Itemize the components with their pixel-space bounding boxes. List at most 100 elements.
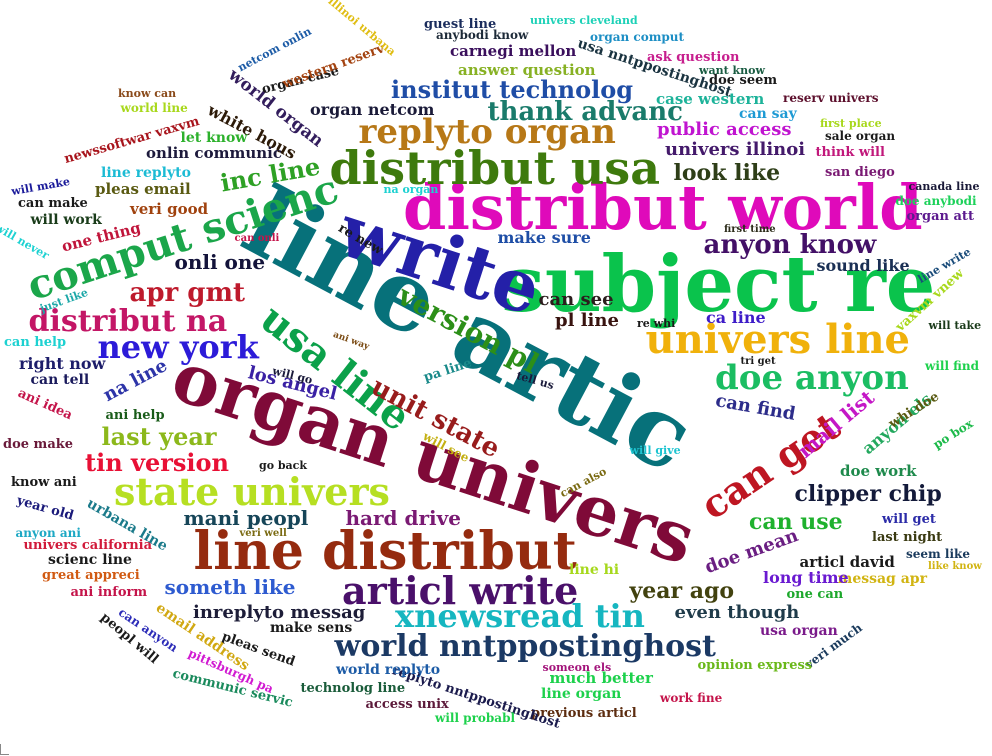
cloud-word: onli one xyxy=(174,250,266,274)
cloud-word: long time xyxy=(763,568,849,587)
cloud-word: ani idea xyxy=(15,385,75,423)
cloud-word: onlin communic xyxy=(146,143,282,162)
cloud-word: line replyto xyxy=(101,165,191,181)
cloud-word: last night xyxy=(872,529,943,545)
cloud-word: will get xyxy=(882,511,936,527)
cloud-word: clipper chip xyxy=(794,481,942,507)
cloud-word: someon els xyxy=(542,660,612,674)
cloud-word: first time xyxy=(724,224,776,235)
cloud-word: line hi xyxy=(569,562,620,578)
cloud-word: will take xyxy=(928,318,982,332)
cloud-word: year ago xyxy=(629,578,735,604)
cloud-word: univers cleveland xyxy=(530,13,638,27)
cloud-word: great appreci xyxy=(42,567,140,583)
cloud-word: netcom onlin xyxy=(235,24,314,74)
cloud-word: someth like xyxy=(164,575,296,599)
cloud-word: scienc line xyxy=(48,552,132,568)
cloud-word: can onli xyxy=(234,233,280,244)
cloud-word: univers line xyxy=(645,316,911,363)
cloud-word: distribut world xyxy=(403,171,923,244)
cloud-word: organ att xyxy=(906,208,974,224)
cloud-word: doe anybodi xyxy=(895,194,977,208)
cloud-word: anyon know xyxy=(703,230,877,260)
cloud-word: can tell xyxy=(30,372,90,388)
cloud-word: technolog line xyxy=(300,680,406,696)
cloud-word: thank advanc xyxy=(487,97,683,127)
cloud-word: even though xyxy=(674,602,800,623)
cloud-word: will probabl xyxy=(435,711,516,725)
cloud-word: sale organ xyxy=(825,129,896,143)
cloud-word: mani peopl xyxy=(183,506,309,530)
cloud-word: re whi xyxy=(637,316,676,330)
cloud-word: po box xyxy=(930,416,976,452)
cloud-word: answer question xyxy=(458,60,596,79)
cloud-word: ani help xyxy=(105,407,165,423)
cloud-word: ask question xyxy=(647,49,740,65)
cloud-word: case western xyxy=(656,89,765,108)
cloud-word: usa organ xyxy=(760,623,838,639)
cloud-word: doe anyon xyxy=(715,358,909,398)
cloud-word: much better xyxy=(549,668,653,687)
cloud-word: go back xyxy=(259,458,307,472)
cloud-word: carnegi mellon xyxy=(450,41,577,60)
cloud-word: ca line xyxy=(706,308,766,327)
cloud-word: subject re xyxy=(501,239,936,330)
cloud-word: right now xyxy=(19,354,106,373)
cloud-word: work fine xyxy=(660,691,723,705)
cloud-word: will find xyxy=(925,359,980,373)
cloud-word: ani inform xyxy=(70,584,148,600)
cloud-word: anybodi know xyxy=(436,28,529,42)
cloud-word: can make xyxy=(18,195,88,211)
cloud-word: canada line xyxy=(908,179,980,193)
cloud-word: will give xyxy=(629,443,681,457)
cloud-word: tin version xyxy=(85,448,229,477)
cloud-word: distribut usa xyxy=(329,141,661,195)
cloud-word: san diego xyxy=(825,164,895,180)
cloud-word: opinion express xyxy=(697,657,813,673)
corner-mark xyxy=(0,744,9,755)
cloud-word: veri good xyxy=(130,199,209,218)
cloud-word: make sure xyxy=(497,228,591,247)
cloud-word: pl line xyxy=(555,310,619,331)
cloud-word: know ani xyxy=(11,474,77,490)
cloud-word: veri well xyxy=(239,528,287,539)
cloud-word: na organ xyxy=(383,182,439,196)
cloud-word: messag apr xyxy=(837,571,927,587)
cloud-word: state univers xyxy=(114,469,390,514)
cloud-word: will work xyxy=(30,212,102,228)
cloud-word: seem like xyxy=(906,547,970,561)
cloud-word: new york xyxy=(97,328,259,366)
cloud-word: last year xyxy=(101,422,217,451)
cloud-word: will make xyxy=(9,174,71,198)
cloud-word: replyto organ xyxy=(358,112,616,152)
cloud-word: can see xyxy=(538,289,614,310)
cloud-word: can say xyxy=(739,106,797,122)
cloud-word: like know xyxy=(928,561,982,572)
cloud-word: institut technolog xyxy=(391,75,634,104)
cloud-word: organ netcom xyxy=(310,100,435,119)
cloud-word: world replyto xyxy=(336,662,441,678)
cloud-word: make sens xyxy=(270,620,353,636)
cloud-word: access unix xyxy=(365,696,449,712)
cloud-word: line organ xyxy=(541,686,622,702)
cloud-word: univers california xyxy=(23,537,153,553)
cloud-word: can help xyxy=(4,334,67,350)
cloud-word: organ comput xyxy=(590,30,685,44)
cloud-word: let know xyxy=(180,130,248,146)
cloud-word: year old xyxy=(15,492,76,524)
cloud-word: can use xyxy=(749,509,843,535)
cloud-word: hard drive xyxy=(345,506,461,530)
cloud-word: know can xyxy=(118,86,177,100)
cloud-word: public access xyxy=(657,119,792,140)
cloud-word: line distribut xyxy=(193,521,577,582)
cloud-word: previous articl xyxy=(531,705,637,721)
cloud-word: doe work xyxy=(840,461,917,480)
cloud-word: first place xyxy=(820,116,882,130)
cloud-word: distribut na xyxy=(28,304,228,339)
cloud-word: inreplyto messag xyxy=(193,602,366,623)
cloud-word: sound like xyxy=(816,256,910,275)
cloud-word: world nntppostinghost xyxy=(334,629,716,664)
cloud-word: pleas email xyxy=(95,179,191,198)
cloud-word: guest line xyxy=(424,16,497,32)
cloud-word: reserv univers xyxy=(783,91,879,105)
